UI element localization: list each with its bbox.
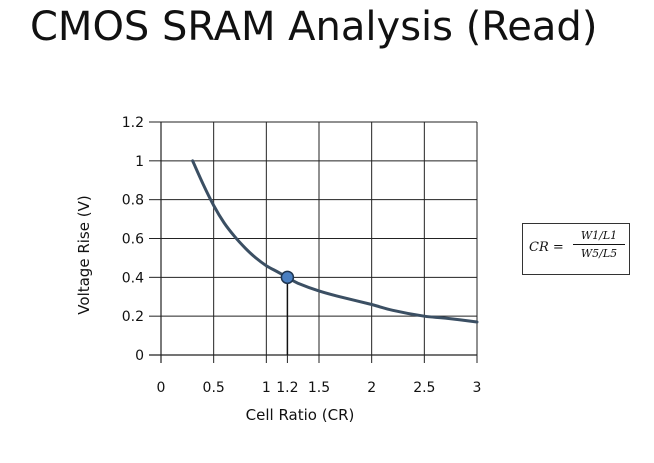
y-tick-label: 0.4 — [122, 270, 144, 286]
y-tick-labels: 0 0.2 0.4 0.6 0.8 1 1.2 — [122, 115, 144, 364]
formula-numerator: W1/L1 — [573, 229, 625, 245]
formula-fraction: W1/L1 W5/L5 — [573, 229, 625, 260]
y-tick-label: 0.8 — [122, 193, 144, 209]
series-group — [191, 159, 479, 324]
axes — [149, 121, 478, 363]
y-tick-label: 1.2 — [122, 115, 144, 131]
cell-ratio-formula: CR = W1/L1 W5/L5 — [522, 223, 630, 275]
y-tick-label: 0.2 — [122, 309, 144, 325]
x-tick-label: 2 — [367, 380, 376, 396]
slide-title: CMOS SRAM Analysis (Read) — [30, 4, 598, 50]
formula-lhs: CR = — [529, 240, 564, 255]
grid — [160, 121, 478, 356]
series-line — [191, 159, 479, 324]
x-tick-label: 2.5 — [413, 380, 435, 396]
y-tick-label: 0.6 — [122, 232, 144, 248]
x-tick-label: 1.5 — [308, 380, 330, 396]
x-tick-label: 1.2 — [276, 380, 298, 396]
x-tick-label: 0.5 — [203, 380, 225, 396]
x-tick-label: 1 — [262, 380, 271, 396]
annotation-point — [280, 270, 295, 285]
y-tick-label: 0 — [135, 348, 144, 364]
formula-denominator: W5/L5 — [580, 247, 618, 260]
y-axis-label: Voltage Rise (V) — [75, 195, 93, 314]
x-axis-label: Cell Ratio (CR) — [246, 406, 355, 424]
x-tick-label: 3 — [473, 380, 482, 396]
x-tick-labels: 0 0.5 1 1.2 1.5 2 2.5 3 — [157, 380, 482, 396]
x-tick-label: 0 — [157, 380, 166, 396]
y-tick-label: 1 — [135, 154, 144, 170]
